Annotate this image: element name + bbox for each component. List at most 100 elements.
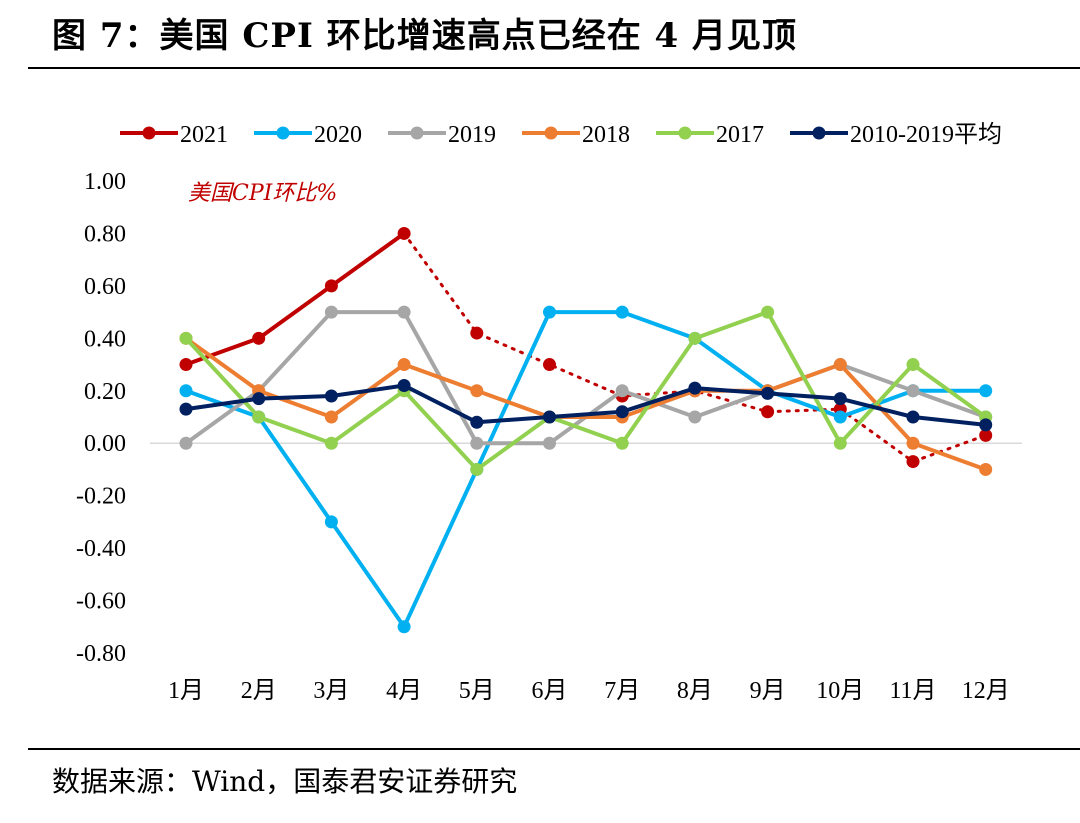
- legend-item: 2020: [254, 122, 362, 148]
- series-line: [184, 310, 987, 472]
- y-axis: 1.00 0.80 0.60 0.40 0.20 0.00 -0.20 -0.40 -0.60 -…: [76, 169, 126, 667]
- data-point: [979, 384, 993, 398]
- data-point: [761, 386, 775, 400]
- data-point: [688, 381, 702, 395]
- figure-title: 图 7：美国 CPI 环比增速高点已经在 4 月见顶: [52, 16, 798, 56]
- series-2020: [179, 305, 993, 634]
- data-point: [543, 436, 556, 450]
- data-point: [688, 410, 702, 424]
- legend-item: 2010-2019平均: [790, 121, 1002, 148]
- y-tick-label: 0.20: [84, 379, 126, 405]
- data-point: [833, 358, 847, 372]
- legend-swatch-marker: [142, 126, 156, 140]
- series-line: [184, 310, 987, 446]
- data-point: [615, 305, 629, 319]
- data-point: [252, 392, 266, 406]
- legend-swatch-marker: [276, 126, 290, 140]
- legend-label: 2010-2019平均: [850, 121, 1002, 148]
- y-tick-label: -0.20: [76, 484, 126, 510]
- x-tick-label: 10月: [816, 678, 864, 704]
- data-point: [470, 384, 484, 398]
- x-axis: 1月 2月 3月 4月 5月 6月 7月 8月 9月 10月 11月 12月: [168, 678, 1010, 704]
- data-point: [979, 462, 993, 476]
- data-point: [688, 331, 702, 345]
- data-point: [179, 402, 193, 416]
- series-line: [185, 383, 986, 427]
- chart-legend: 2021 2020 2019 2018 2017 2010-2019平均: [120, 121, 1002, 148]
- source-rule: [28, 748, 1080, 750]
- data-point: [906, 358, 920, 372]
- data-point: [906, 384, 920, 398]
- legend-item: 2019: [388, 122, 496, 148]
- data-point: [179, 436, 193, 450]
- legend-label: 2021: [180, 122, 228, 148]
- data-point: [324, 279, 338, 293]
- data-point: [397, 226, 411, 240]
- x-tick-label: 1月: [168, 678, 204, 704]
- data-point: [179, 384, 193, 398]
- data-point: [397, 620, 411, 634]
- data-point: [252, 410, 266, 424]
- data-point: [324, 410, 338, 424]
- data-point: [761, 305, 775, 319]
- x-tick-label: 7月: [604, 678, 640, 704]
- legend-swatch-marker: [410, 126, 424, 140]
- data-point: [179, 358, 193, 372]
- data-point: [324, 389, 338, 403]
- x-tick-label: 3月: [313, 678, 349, 704]
- x-tick-label: 11月: [889, 678, 936, 704]
- data-point: [470, 462, 484, 476]
- y-tick-label: -0.60: [76, 589, 126, 615]
- series-2010-2019平均: [179, 379, 993, 432]
- series-line: [185, 231, 406, 367]
- data-point: [833, 392, 847, 406]
- legend-label: 2017: [716, 122, 764, 148]
- data-point: [470, 436, 484, 450]
- legend-label: 2018: [582, 122, 630, 148]
- legend-swatch-marker: [812, 126, 826, 140]
- series-line: [185, 310, 986, 629]
- data-point: [324, 436, 338, 450]
- y-tick-label: 0.00: [84, 431, 126, 457]
- x-tick-label: 12月: [962, 678, 1010, 704]
- x-tick-label: 5月: [459, 678, 495, 704]
- legend-item: 2017: [656, 122, 764, 148]
- data-point: [324, 305, 338, 319]
- data-point: [397, 358, 411, 372]
- data-point: [615, 436, 629, 450]
- data-point: [470, 326, 484, 340]
- series-lines: [179, 226, 993, 634]
- data-point: [179, 331, 193, 345]
- data-point: [543, 305, 556, 319]
- legend-item: 2021: [120, 122, 228, 148]
- title-rule: [28, 67, 1080, 69]
- y-tick-label: 0.60: [84, 274, 126, 300]
- y-tick-label: 1.00: [84, 169, 126, 195]
- data-point: [324, 515, 338, 529]
- y-tick-label: -0.40: [76, 536, 126, 562]
- series-line: [184, 336, 987, 472]
- data-point: [397, 379, 411, 393]
- y-tick-label: 0.40: [84, 326, 126, 352]
- data-point: [543, 358, 556, 372]
- legend-swatch-marker: [544, 126, 558, 140]
- data-point: [761, 405, 775, 419]
- source-note: 数据来源：Wind，国泰君安证券研究: [52, 765, 518, 798]
- data-point: [906, 436, 920, 450]
- data-point: [543, 410, 556, 424]
- data-point: [906, 455, 920, 469]
- legend-swatch-marker: [678, 126, 692, 140]
- data-point: [252, 331, 266, 345]
- x-tick-label: 6月: [532, 678, 568, 704]
- legend-label: 2020: [314, 122, 362, 148]
- x-tick-label: 2月: [241, 678, 277, 704]
- series-2018: [179, 331, 993, 476]
- data-point: [833, 436, 847, 450]
- data-point: [615, 384, 629, 398]
- x-tick-label: 9月: [750, 678, 786, 704]
- data-point: [470, 415, 484, 429]
- y-tick-label: -0.80: [76, 641, 126, 667]
- data-point: [979, 418, 993, 432]
- chart-annotation: 美国CPI环比%: [188, 181, 337, 206]
